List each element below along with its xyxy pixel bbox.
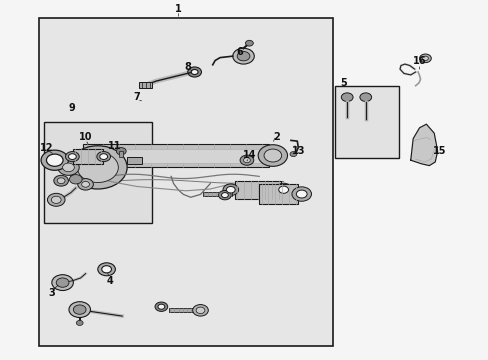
Circle shape <box>77 152 118 183</box>
Bar <box>127 157 142 164</box>
Circle shape <box>291 187 311 201</box>
Circle shape <box>223 184 238 195</box>
Circle shape <box>46 154 63 166</box>
Bar <box>168 308 197 312</box>
Bar <box>119 151 123 157</box>
Circle shape <box>54 175 68 186</box>
Circle shape <box>97 152 110 162</box>
Text: 8: 8 <box>184 62 191 72</box>
Circle shape <box>58 159 79 175</box>
Bar <box>73 149 102 164</box>
Text: 11: 11 <box>108 141 122 151</box>
Circle shape <box>158 304 164 309</box>
Circle shape <box>196 307 204 314</box>
Circle shape <box>155 302 167 311</box>
Circle shape <box>73 305 86 314</box>
Circle shape <box>51 196 61 203</box>
Circle shape <box>57 178 65 184</box>
Circle shape <box>52 275 73 291</box>
Circle shape <box>62 163 74 172</box>
Bar <box>139 82 151 88</box>
Circle shape <box>296 190 306 198</box>
Circle shape <box>41 150 68 170</box>
Polygon shape <box>410 124 437 166</box>
Text: 10: 10 <box>79 132 92 142</box>
Bar <box>334 86 398 158</box>
Circle shape <box>278 186 288 193</box>
Text: 12: 12 <box>40 143 54 153</box>
Circle shape <box>422 56 427 60</box>
Text: 16: 16 <box>412 56 426 66</box>
Circle shape <box>240 155 253 165</box>
Circle shape <box>78 179 93 190</box>
Circle shape <box>341 93 352 102</box>
Circle shape <box>264 149 281 162</box>
Circle shape <box>81 181 89 187</box>
Circle shape <box>68 154 76 159</box>
Circle shape <box>56 278 69 287</box>
Circle shape <box>243 158 250 163</box>
Circle shape <box>68 146 127 189</box>
Bar <box>259 184 298 204</box>
Circle shape <box>69 302 90 318</box>
Circle shape <box>98 263 115 276</box>
Bar <box>83 144 268 167</box>
Circle shape <box>218 190 231 200</box>
Text: 14: 14 <box>242 150 256 160</box>
Circle shape <box>76 320 83 325</box>
Circle shape <box>69 175 82 184</box>
Text: 4: 4 <box>106 276 113 286</box>
Circle shape <box>116 148 126 155</box>
Text: 13: 13 <box>291 146 305 156</box>
Text: 5: 5 <box>340 78 346 88</box>
Circle shape <box>226 186 235 193</box>
Text: 15: 15 <box>432 146 446 156</box>
Circle shape <box>232 48 254 64</box>
Circle shape <box>100 154 107 159</box>
Circle shape <box>359 93 371 102</box>
Circle shape <box>237 51 249 61</box>
Circle shape <box>258 145 287 166</box>
Text: 1: 1 <box>175 4 182 14</box>
Bar <box>234 181 281 199</box>
Circle shape <box>274 183 292 196</box>
Text: 6: 6 <box>236 47 243 57</box>
Bar <box>85 149 266 163</box>
Circle shape <box>221 193 228 198</box>
Circle shape <box>289 152 296 157</box>
Circle shape <box>187 67 201 77</box>
Text: 2: 2 <box>272 132 279 142</box>
Circle shape <box>191 69 198 75</box>
Circle shape <box>245 40 253 46</box>
Bar <box>203 192 232 196</box>
Bar <box>39 18 332 346</box>
Text: 9: 9 <box>69 103 76 113</box>
Text: 7: 7 <box>133 92 140 102</box>
Bar <box>44 122 151 223</box>
Circle shape <box>65 152 79 162</box>
Text: 3: 3 <box>48 288 55 298</box>
Circle shape <box>419 54 430 63</box>
Circle shape <box>47 193 65 206</box>
Circle shape <box>192 305 208 316</box>
Circle shape <box>102 266 111 273</box>
